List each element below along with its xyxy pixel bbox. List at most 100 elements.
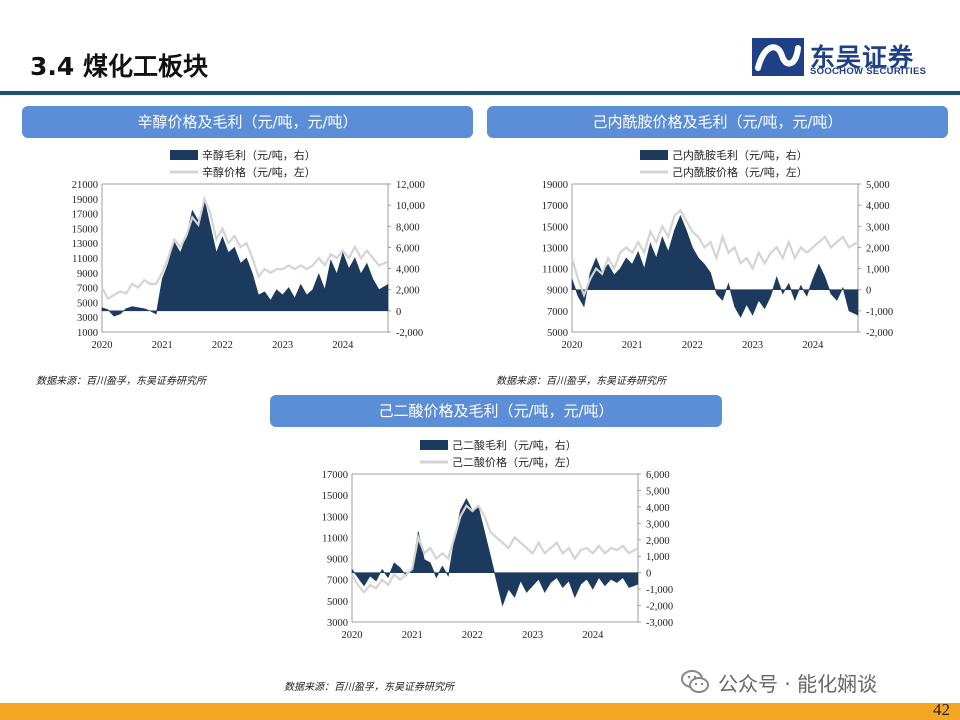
right-tick-label: 8,000 — [396, 222, 420, 233]
logo-text-cn: 东吴证券 — [810, 43, 915, 72]
right-tick-label: 3,000 — [646, 519, 670, 530]
chart-1-header: 辛醇价格及毛利（元/吨，元/吨） — [22, 106, 473, 138]
legend-price-label: 辛醇价格（元/吨，左） — [202, 165, 316, 179]
chart-2-header: 己内酰胺价格及毛利（元/吨，元/吨） — [487, 106, 948, 138]
left-tick-label: 1000 — [77, 328, 98, 339]
right-tick-label: 4,000 — [396, 265, 420, 276]
left-tick-label: 19000 — [542, 180, 568, 191]
margin-area-series — [101, 199, 389, 317]
right-tick-label: 5,000 — [866, 180, 890, 191]
x-tick-label: 2024 — [582, 630, 604, 641]
watermark-text: 公众号 · 能化娴谈 — [718, 671, 878, 696]
x-tick-label: 2020 — [342, 630, 363, 641]
bottom-accent-bar — [0, 703, 960, 720]
legend-margin-label: 辛醇毛利（元/吨，右） — [202, 148, 316, 162]
plot-frame — [571, 183, 859, 333]
wechat-icon — [681, 670, 709, 693]
x-tick-label: 2021 — [402, 630, 423, 641]
page-title: 3.4 煤化工板块 — [30, 52, 208, 81]
plot-frame — [351, 473, 639, 623]
right-tick-label: 0 — [396, 307, 401, 318]
plot-frame — [101, 183, 389, 333]
right-tick-label: 2,000 — [646, 536, 670, 547]
adipic-acid-chart: 己二酸毛利（元/吨，右） 己二酸价格（元/吨，左） 17000 15000 13000 1… — [322, 438, 673, 641]
x-tick-label: 2022 — [682, 340, 703, 351]
x-tick-label: 2022 — [212, 340, 233, 351]
left-tick-label: 3000 — [77, 313, 98, 324]
chart-3-source: 数据来源：百川盈孚，东吴证券研究所 — [284, 682, 454, 693]
right-tick-label: 0 — [866, 286, 871, 297]
right-tick-label: -2,000 — [646, 602, 673, 613]
x-tick-label: 2024 — [332, 340, 354, 351]
left-tick-label: 15000 — [322, 491, 348, 502]
legend-margin-swatch — [640, 150, 668, 160]
right-tick-label: 10,000 — [396, 201, 425, 212]
logo-text-en: SOOCHOW SECURITIES — [810, 66, 927, 77]
right-tick-label: -2,000 — [396, 328, 423, 339]
right-tick-label: -3,000 — [646, 618, 673, 629]
chart-2-source: 数据来源：百川盈孚，东吴证券研究所 — [496, 376, 666, 387]
company-logo: 东吴证券 SOOCHOW SECURITIES — [752, 38, 942, 78]
left-tick-label: 17000 — [542, 201, 568, 212]
legend-margin-label: 己内酰胺毛利（元/吨，右） — [672, 148, 808, 162]
legend-margin-swatch — [170, 150, 198, 160]
price-line-series — [351, 503, 639, 595]
left-tick-label: 5000 — [327, 597, 348, 608]
right-tick-label: 4,000 — [866, 201, 890, 212]
x-tick-label: 2021 — [622, 340, 643, 351]
left-tick-label: 9000 — [77, 269, 98, 280]
left-tick-label: 13000 — [322, 512, 348, 523]
right-tick-label: -1,000 — [866, 307, 893, 318]
x-tick-label: 2022 — [462, 630, 483, 641]
chart-3-header: 己二酸价格及毛利（元/吨，元/吨） — [270, 395, 722, 427]
caprolactam-chart: 己内酰胺毛利（元/吨，右） 己内酰胺价格（元/吨，左） 19000 17000 1500… — [542, 148, 893, 351]
left-tick-label: 13000 — [72, 239, 98, 250]
price-line-series — [101, 195, 389, 301]
right-tick-label: -1,000 — [646, 585, 673, 596]
legend-margin-swatch — [420, 440, 448, 450]
left-tick-label: 17000 — [322, 470, 348, 481]
left-tick-label: 9000 — [327, 555, 348, 566]
left-tick-label: 21000 — [72, 180, 98, 191]
right-tick-label: 3,000 — [866, 222, 890, 233]
x-tick-label: 2020 — [562, 340, 583, 351]
legend-margin-label: 己二酸毛利（元/吨，右） — [452, 438, 577, 452]
x-tick-label: 2023 — [742, 340, 763, 351]
left-tick-label: 13000 — [542, 243, 568, 254]
x-tick-label: 2023 — [272, 340, 293, 351]
left-tick-label: 5000 — [77, 298, 98, 309]
margin-area-series — [351, 498, 639, 607]
price-line-series — [570, 208, 859, 299]
right-tick-label: 6,000 — [396, 243, 420, 254]
right-tick-label: 0 — [646, 569, 651, 580]
right-tick-label: 2,000 — [866, 243, 890, 254]
left-tick-label: 11000 — [72, 254, 98, 265]
left-tick-label: 7000 — [77, 284, 98, 295]
left-tick-label: 15000 — [72, 224, 98, 235]
left-tick-label: 11000 — [322, 533, 348, 544]
legend-price-label: 己二酸价格（元/吨，左） — [452, 455, 577, 469]
title-divider — [0, 91, 960, 95]
octanol-chart: 辛醇毛利（元/吨，右） 辛醇价格（元/吨，左） 21000 19000 17000 150… — [72, 148, 425, 351]
left-tick-label: 3000 — [327, 618, 348, 629]
right-tick-label: 1,000 — [646, 552, 670, 563]
left-tick-label: 17000 — [72, 210, 98, 221]
legend-price-label: 己内酰胺价格（元/吨，左） — [672, 165, 808, 179]
left-tick-label: 5000 — [547, 328, 568, 339]
left-tick-label: 19000 — [72, 195, 98, 206]
right-tick-label: 6,000 — [646, 470, 670, 481]
page-number: 42 — [933, 700, 950, 719]
left-tick-label: 9000 — [547, 286, 568, 297]
x-tick-label: 2020 — [92, 340, 113, 351]
left-tick-label: 11000 — [542, 265, 568, 276]
x-tick-label: 2024 — [802, 340, 824, 351]
wechat-watermark: 公众号 · 能化娴谈 — [680, 666, 877, 698]
right-tick-label: 1,000 — [866, 265, 890, 276]
margin-area-series — [571, 214, 859, 318]
right-tick-label: 2,000 — [396, 286, 420, 297]
x-tick-label: 2023 — [522, 630, 543, 641]
left-tick-label: 7000 — [327, 576, 348, 587]
left-tick-label: 7000 — [547, 307, 568, 318]
right-tick-label: -2,000 — [866, 328, 893, 339]
soochow-logo-icon — [752, 38, 804, 76]
